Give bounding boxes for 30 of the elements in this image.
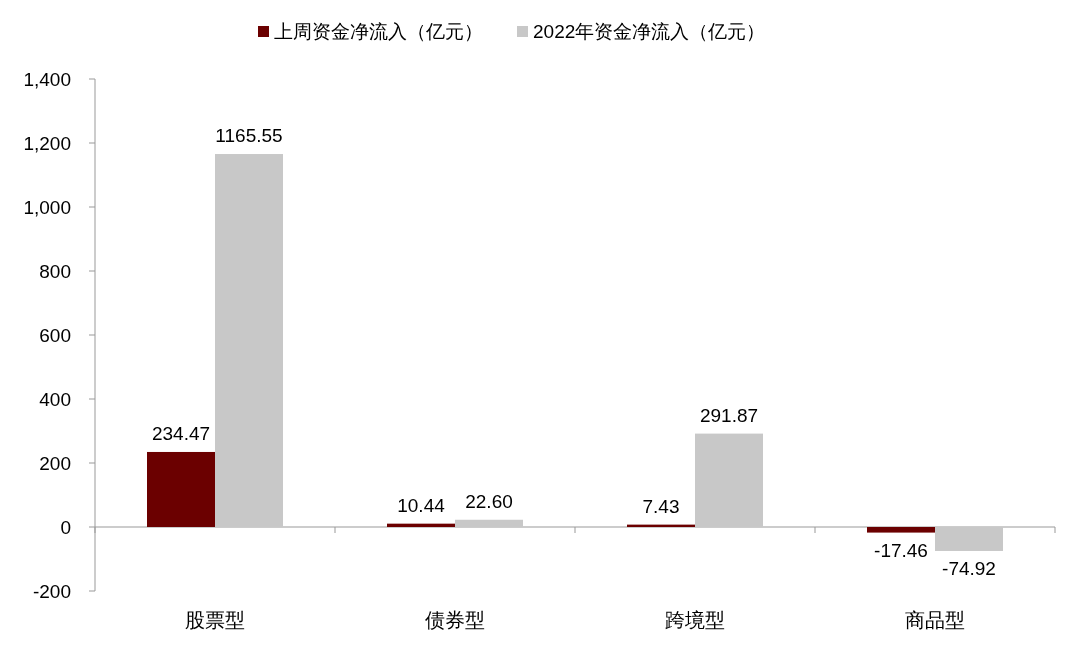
- y-tick-label: 600: [39, 325, 71, 346]
- y-tick-label: 0: [60, 517, 71, 538]
- y-tick-label: 800: [39, 261, 71, 282]
- bar: [455, 519, 523, 527]
- data-label: 22.60: [465, 490, 513, 512]
- y-tick-label: -200: [32, 581, 71, 602]
- bar: [147, 451, 215, 527]
- bar: [387, 523, 455, 527]
- x-tick-label: 商品型: [905, 609, 965, 631]
- y-tick-label: 200: [39, 453, 71, 474]
- x-tick-label: 跨境型: [665, 609, 725, 631]
- y-tick-label: 400: [39, 389, 71, 410]
- bar: [935, 527, 1003, 551]
- data-label: 291.87: [699, 404, 759, 426]
- y-tick-label: 1,000: [23, 197, 71, 218]
- bar: [867, 527, 935, 533]
- data-label: 7.43: [642, 495, 680, 517]
- data-label: 10.44: [397, 494, 446, 516]
- bar: [215, 154, 283, 527]
- legend-label: 2022年资金净流入（亿元）: [533, 21, 766, 42]
- data-label: -17.46: [874, 539, 928, 561]
- y-tick-label: 1,400: [23, 69, 71, 90]
- data-label: 234.47: [151, 422, 211, 444]
- y-tick-label: 1,200: [23, 133, 71, 154]
- data-label: 1165.55: [215, 125, 283, 147]
- legend-label: 上周资金净流入（亿元）: [274, 21, 483, 42]
- x-tick-label: 股票型: [185, 609, 245, 631]
- x-tick-label: 债券型: [425, 609, 485, 631]
- bar: [695, 433, 763, 527]
- data-label: -74.92: [942, 557, 996, 579]
